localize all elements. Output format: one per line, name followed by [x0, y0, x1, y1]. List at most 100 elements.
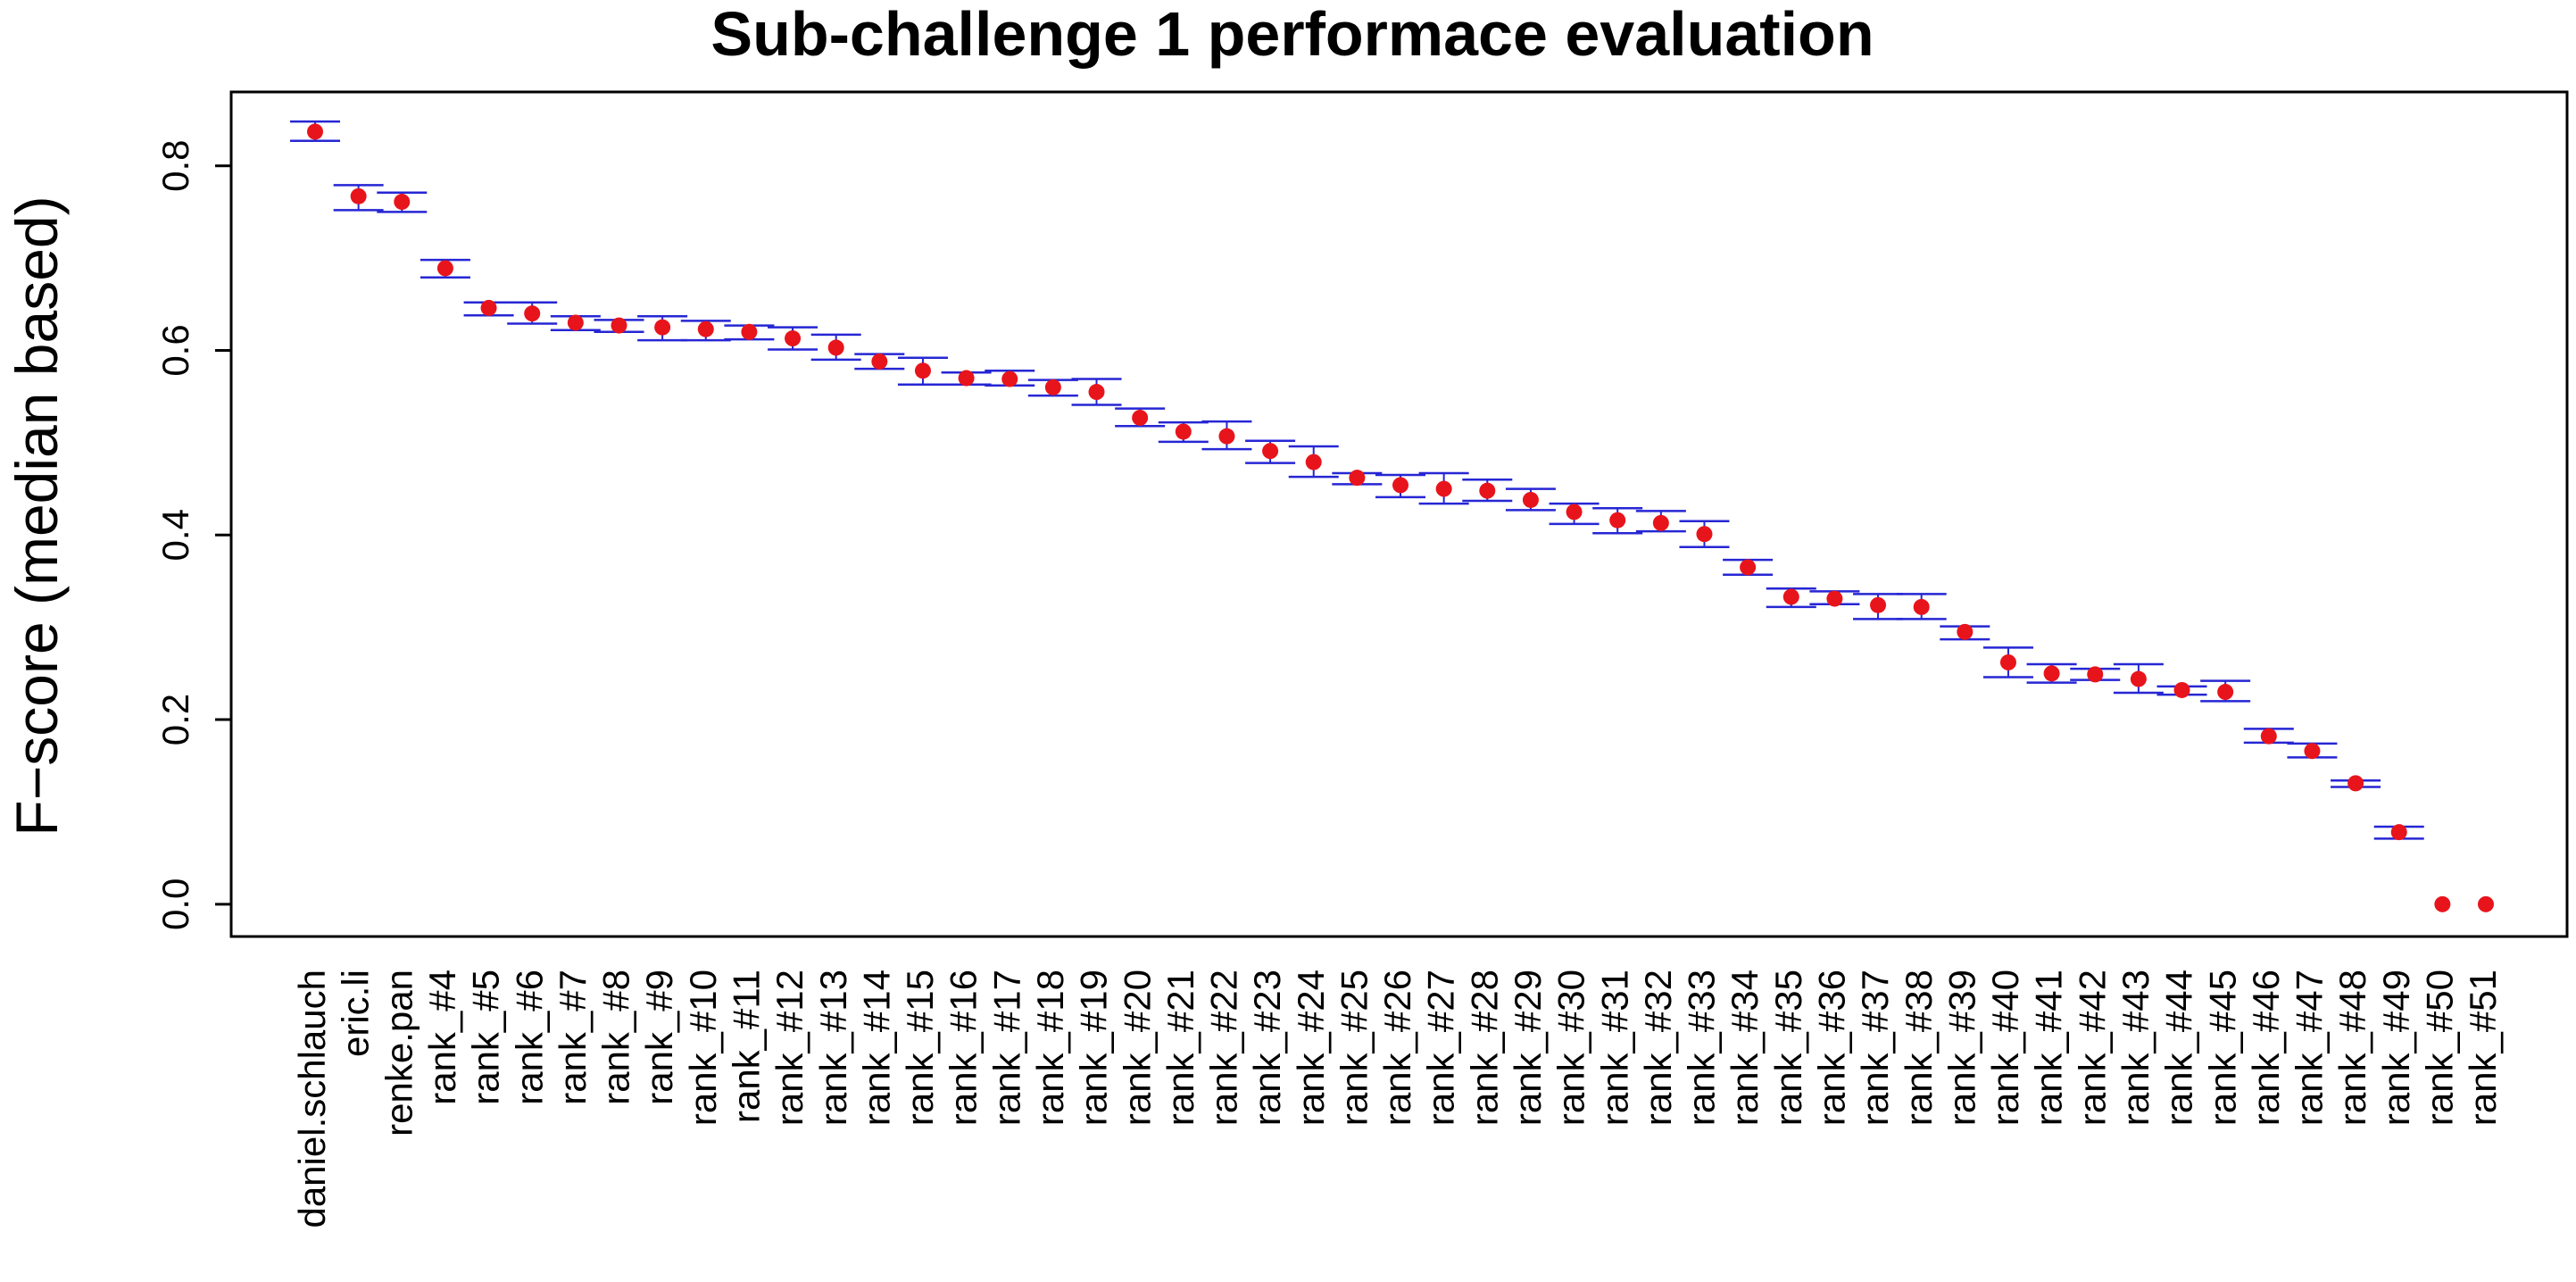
x-tick-label: rank_#14	[855, 970, 897, 1126]
data-point	[1088, 384, 1105, 401]
x-tick-label: rank_#7	[552, 970, 594, 1105]
x-tick-label: rank_#44	[2158, 970, 2200, 1126]
x-tick-label: rank_#5	[465, 970, 507, 1105]
x-tick-label: rank_#45	[2201, 970, 2243, 1126]
x-tick-label: rank_#36	[1810, 970, 1852, 1126]
data-points	[307, 123, 2494, 912]
x-tick-label: rank_#8	[595, 970, 637, 1105]
data-point	[611, 317, 627, 334]
data-point	[2043, 665, 2060, 682]
data-point	[1001, 370, 1018, 387]
data-point	[914, 362, 931, 379]
x-tick-label: rank_#40	[1984, 970, 2026, 1126]
data-point	[1349, 470, 1366, 487]
y-tick-label: 0.0	[154, 878, 196, 930]
data-point	[2217, 684, 2234, 701]
data-point	[1522, 491, 1539, 508]
x-tick-label: rank_#46	[2245, 970, 2287, 1126]
data-point	[2173, 681, 2190, 698]
data-point	[1652, 514, 1669, 531]
x-tick-label: rank_#23	[1246, 970, 1288, 1126]
data-point	[1435, 480, 1452, 497]
x-tick-label: rank_#27	[1420, 970, 1462, 1126]
data-point	[2304, 743, 2321, 760]
data-point	[1218, 428, 1235, 445]
data-point	[697, 320, 714, 337]
x-tick-label: rank_#17	[985, 970, 1027, 1126]
x-tick-label: rank_#43	[2115, 970, 2156, 1126]
x-tick-label: rank_#12	[769, 970, 810, 1126]
data-point	[2130, 670, 2147, 687]
x-tick-label: rank_#4	[421, 970, 463, 1105]
x-tick-label: renke.pan	[378, 970, 420, 1136]
data-point	[2347, 775, 2364, 792]
data-point	[2260, 728, 2277, 745]
y-axis: 0.0 0.2 0.4 0.6 0.8	[154, 140, 231, 930]
x-tick-label: rank_#37	[1854, 970, 1896, 1126]
x-tick-label: rank_#33	[1681, 970, 1723, 1126]
y-axis-title: F−score (median based)	[4, 196, 70, 836]
data-point	[1132, 409, 1149, 426]
x-tick-label: rank_#51	[2462, 970, 2504, 1126]
x-axis-labels: daniel.schlauch eric.li renke.pan rank_#4 ra…	[291, 970, 2504, 1228]
x-tick-label: rank_#9	[638, 970, 680, 1105]
x-tick-label: rank_#25	[1333, 970, 1375, 1126]
x-tick-label: rank_#15	[899, 970, 941, 1126]
y-tick-label: 0.4	[154, 509, 196, 561]
x-tick-label: rank_#39	[1940, 970, 1982, 1126]
data-point	[1957, 623, 1974, 640]
data-point	[2478, 895, 2494, 912]
x-tick-label: rank_#50	[2418, 970, 2460, 1126]
plot-frame	[229, 90, 2569, 938]
data-point	[1740, 559, 1757, 576]
data-point	[827, 339, 844, 356]
y-tick-label: 0.8	[154, 140, 196, 192]
x-tick-label: rank_#48	[2331, 970, 2373, 1126]
x-tick-label: rank_#20	[1116, 970, 1158, 1126]
data-point	[1262, 443, 1279, 460]
data-point	[436, 260, 453, 277]
x-tick-label: rank_#19	[1073, 970, 1115, 1126]
x-tick-label: rank_#41	[2028, 970, 2070, 1126]
x-tick-label: rank_#18	[1029, 970, 1071, 1126]
x-tick-label: rank_#22	[1203, 970, 1245, 1126]
x-tick-label: rank_#24	[1290, 970, 1332, 1126]
data-point	[2390, 824, 2407, 841]
y-tick-label: 0.6	[154, 324, 196, 376]
x-tick-label: rank_#42	[2071, 970, 2113, 1126]
data-point	[871, 353, 888, 370]
data-point	[307, 123, 323, 140]
data-point	[1566, 504, 1583, 520]
x-tick-label: rank_#29	[1507, 970, 1549, 1126]
data-point	[480, 299, 497, 316]
x-tick-label: rank_#21	[1159, 970, 1201, 1126]
data-point	[2434, 895, 2451, 912]
x-tick-label: rank_#34	[1724, 970, 1766, 1126]
data-point	[1782, 588, 1799, 605]
data-point	[958, 370, 975, 387]
data-point	[1870, 596, 1887, 613]
x-tick-label: rank_#32	[1637, 970, 1679, 1126]
data-point	[1175, 423, 1192, 440]
data-point	[785, 330, 802, 347]
x-tick-label: daniel.schlauch	[291, 970, 333, 1228]
data-point	[1392, 477, 1408, 494]
data-point	[1479, 482, 1496, 499]
x-tick-label: rank_#38	[1898, 970, 1940, 1126]
x-tick-label: eric.li	[335, 970, 377, 1057]
data-point	[394, 194, 411, 211]
x-tick-label: rank_#31	[1593, 970, 1635, 1126]
data-point	[350, 187, 367, 204]
x-tick-label: rank_#13	[812, 970, 854, 1126]
data-point	[2087, 666, 2104, 683]
data-point	[1999, 653, 2016, 670]
data-point	[1696, 526, 1713, 543]
data-point	[1609, 512, 1626, 529]
data-point	[1044, 379, 1061, 395]
data-point	[524, 305, 541, 322]
x-tick-label: rank_#10	[682, 970, 724, 1126]
x-tick-label: rank_#35	[1767, 970, 1809, 1126]
data-point	[1305, 454, 1322, 470]
data-point	[654, 319, 671, 336]
x-tick-label: rank_#30	[1550, 970, 1592, 1126]
